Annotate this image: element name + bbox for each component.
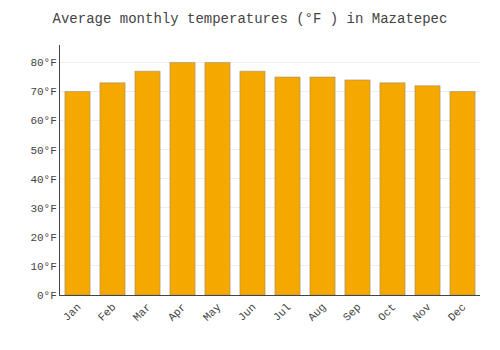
svg-text:Aug: Aug (306, 301, 328, 323)
svg-text:30°F: 30°F (30, 203, 56, 215)
svg-text:60°F: 60°F (30, 115, 56, 127)
svg-text:Dec: Dec (446, 301, 468, 323)
svg-text:Jul: Jul (271, 301, 293, 323)
svg-text:40°F: 40°F (30, 174, 56, 186)
svg-text:Average monthly temperatures (: Average monthly temperatures (°F ) in Ma… (53, 11, 448, 27)
svg-text:50°F: 50°F (30, 145, 56, 157)
svg-text:Nov: Nov (411, 301, 434, 324)
svg-text:Jan: Jan (61, 301, 83, 323)
svg-text:10°F: 10°F (30, 261, 56, 273)
svg-text:20°F: 20°F (30, 232, 56, 244)
svg-text:Sep: Sep (341, 301, 363, 323)
svg-text:Jun: Jun (236, 301, 258, 323)
svg-text:Oct: Oct (376, 301, 398, 323)
svg-text:Apr: Apr (166, 301, 188, 323)
svg-text:Mar: Mar (131, 301, 153, 323)
svg-text:Feb: Feb (96, 301, 118, 323)
svg-text:80°F: 80°F (30, 57, 56, 69)
svg-text:70°F: 70°F (30, 86, 56, 98)
svg-text:0°F: 0°F (37, 290, 57, 302)
svg-text:May: May (201, 301, 224, 324)
